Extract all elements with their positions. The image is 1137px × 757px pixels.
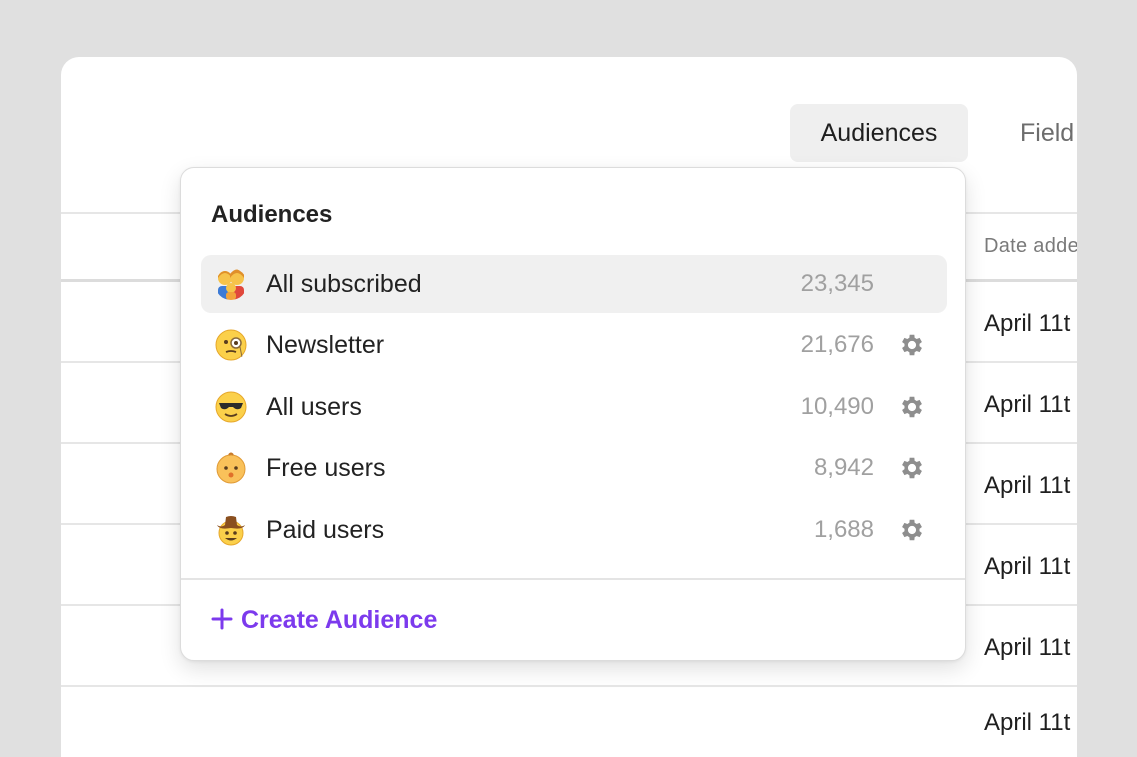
tab-fields[interactable]: Field	[1020, 119, 1075, 147]
audience-item-all-users[interactable]: All users 10,490	[201, 378, 947, 436]
dropdown-title: Audiences	[211, 201, 333, 228]
audience-count: 21,676	[800, 331, 874, 358]
table-cell-date: April 11t	[984, 553, 1071, 580]
audience-count: 8,942	[813, 454, 874, 481]
audience-label: All users	[266, 393, 362, 421]
table-cell-date: April 11t	[984, 634, 1071, 661]
audience-count: 23,345	[800, 270, 874, 297]
audience-item-paid-users[interactable]: Paid users 1,688	[201, 501, 947, 559]
create-audience-label: Create Audience	[241, 606, 438, 634]
gear-icon[interactable]	[898, 331, 926, 359]
table-cell-date: April 11t	[984, 310, 1071, 337]
column-header-date-added[interactable]: Date adde	[984, 235, 1077, 257]
audience-count: 1,688	[813, 516, 874, 543]
audience-label: All subscribed	[266, 270, 422, 298]
family-emoji-icon	[218, 269, 244, 300]
table-cell-date: April 11t	[984, 391, 1071, 418]
gear-icon[interactable]	[898, 454, 926, 482]
table-cell-date: April 11t	[984, 709, 1071, 736]
dropdown-divider	[181, 578, 965, 580]
table-row-divider	[61, 685, 1077, 687]
plus-icon	[211, 608, 233, 630]
audience-item-newsletter[interactable]: Newsletter 21,676	[201, 316, 947, 374]
audiences-dropdown: Audiences All subscribed 23,345 Newslett…	[180, 167, 966, 661]
audience-item-free-users[interactable]: Free users 8,942	[201, 439, 947, 497]
audience-item-all-subscribed[interactable]: All subscribed 23,345	[201, 255, 947, 313]
gear-icon[interactable]	[898, 393, 926, 421]
baby-emoji-icon	[216, 452, 246, 484]
sunglasses-face-emoji-icon	[215, 391, 247, 423]
tab-audiences[interactable]: Audiences	[790, 104, 968, 162]
monocle-face-emoji-icon	[215, 329, 247, 361]
gear-icon[interactable]	[898, 516, 926, 544]
audience-label: Newsletter	[266, 331, 385, 359]
audience-count: 10,490	[800, 393, 874, 420]
cowboy-face-emoji-icon	[217, 516, 245, 546]
table-cell-date: April 11t	[984, 472, 1071, 499]
create-audience-button[interactable]: Create Audience	[211, 602, 437, 638]
audience-label: Paid users	[266, 516, 385, 544]
audience-label: Free users	[266, 454, 386, 482]
